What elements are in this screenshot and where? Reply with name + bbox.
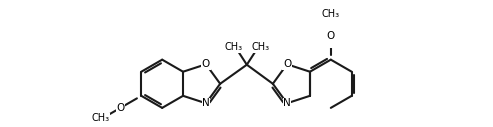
- Text: N: N: [202, 98, 210, 108]
- Text: O: O: [202, 59, 210, 69]
- Text: CH₃: CH₃: [92, 113, 109, 123]
- Text: CH₃: CH₃: [322, 9, 340, 19]
- Text: O: O: [327, 30, 335, 41]
- Text: CH₃: CH₃: [224, 42, 243, 52]
- Text: O: O: [116, 103, 125, 113]
- Text: O: O: [283, 59, 291, 69]
- Text: CH₃: CH₃: [251, 42, 269, 52]
- Text: N: N: [283, 98, 291, 108]
